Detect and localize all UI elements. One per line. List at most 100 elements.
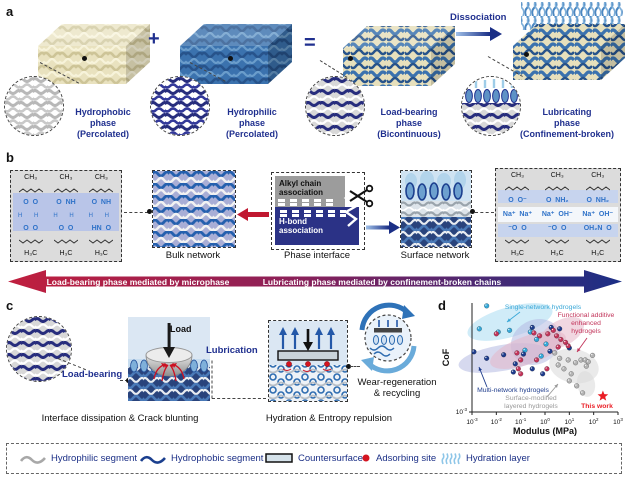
surface-network-label: Surface network bbox=[400, 250, 470, 261]
wear-regeneration-caption: Wear-regeneration & recycling bbox=[357, 377, 437, 399]
ion-band bbox=[498, 207, 618, 222]
phase-interface-label: Phase interface bbox=[283, 250, 350, 261]
load-bearing-mechanism-text: Load-bearing phase mediated by microphas… bbox=[46, 277, 230, 297]
hbond-band bbox=[13, 193, 119, 231]
svg-text:10-3: 10-3 bbox=[456, 407, 468, 416]
interface-dashes bbox=[280, 210, 346, 213]
backbone-zigzag-icon bbox=[585, 186, 610, 191]
hydration-scene-box bbox=[268, 320, 348, 402]
chem-group: O NH bbox=[56, 198, 76, 206]
lubricating-caption: Lubricating phase (Confinement-broken) bbox=[520, 107, 614, 139]
load-bearing-block-3d bbox=[343, 26, 455, 86]
chem-column: CH₃ O O H H O O H₃C bbox=[18, 174, 43, 258]
chem-group: ⁻O O bbox=[508, 225, 527, 233]
legend-item-hydrophilic-segment: Hydrophilic segment bbox=[20, 444, 137, 472]
panel-c-label: c bbox=[6, 298, 14, 313]
chem-column: CH₃ O O⁻ Na⁺ Na⁺ ⁻O O H₃C bbox=[503, 172, 532, 258]
crack-zigzag bbox=[343, 191, 361, 227]
ion-pair: Na⁺ OH⁻ bbox=[541, 211, 573, 219]
equals-operator: = bbox=[304, 32, 316, 54]
backbone-zigzag-icon bbox=[505, 239, 530, 244]
legend-label: Hydrophobic segment bbox=[171, 452, 264, 464]
hydrophobic-segment-icon bbox=[140, 455, 166, 464]
leader-line bbox=[120, 380, 128, 381]
chem-group: O O bbox=[23, 198, 39, 206]
backbone-zigzag-icon bbox=[89, 188, 114, 193]
leader-line bbox=[211, 360, 213, 399]
svg-text:Functional additive: Functional additive bbox=[558, 312, 615, 319]
hydrophobic-block-3d bbox=[38, 24, 150, 84]
panel-b-label: b bbox=[6, 150, 14, 165]
hydrophilic-block-3d bbox=[180, 24, 292, 84]
legend-item-hydrophobic-segment: Hydrophobic segment bbox=[140, 444, 263, 472]
load-bearing-inset-circle bbox=[305, 76, 365, 136]
leader-line bbox=[212, 398, 266, 399]
bulk-network-label: Bulk network bbox=[165, 250, 221, 261]
panel-a-label: a bbox=[6, 4, 14, 19]
chem-group: O NH₂ bbox=[545, 197, 569, 205]
chem-group: H₃C bbox=[94, 250, 108, 258]
adsorbing-site-icon bbox=[362, 454, 370, 462]
leader-dot bbox=[346, 364, 351, 369]
leader-dot bbox=[524, 52, 529, 57]
scissors-icon bbox=[349, 184, 374, 208]
chem-column: CH₃ O NH₂ Na⁺ OH⁻ ⁻O O H₃C bbox=[542, 172, 573, 258]
svg-text:Multi-network hydrogels: Multi-network hydrogels bbox=[477, 387, 549, 394]
hydration-caption: Hydration & Entropy repulsion bbox=[265, 413, 393, 424]
hydrophilic-segment-icon bbox=[20, 455, 46, 464]
lubricating-block-3d bbox=[513, 2, 625, 80]
svg-text:layered hydrogels: layered hydrogels bbox=[504, 403, 558, 410]
svg-text:100: 100 bbox=[540, 417, 550, 426]
chem-group: HN O bbox=[91, 225, 112, 233]
chem-group: H H bbox=[17, 212, 44, 219]
backbone-zigzag-icon bbox=[505, 186, 530, 191]
leader-line bbox=[475, 212, 494, 213]
svg-text:enhanced: enhanced bbox=[571, 320, 601, 327]
hydrophobic-caption: Hydrophobic phase (Percolated) bbox=[75, 107, 131, 139]
interface-dashes bbox=[280, 214, 346, 217]
leader-dot bbox=[470, 209, 475, 214]
legend-label: Countersurface bbox=[298, 452, 363, 464]
chem-group: CH₃ bbox=[59, 174, 73, 181]
charged-band bbox=[498, 224, 618, 237]
chem-column: CH₃ O NH H H O O H₃C bbox=[53, 174, 78, 258]
backbone-zigzag-icon bbox=[18, 239, 43, 244]
chem-group: O O⁻ bbox=[508, 197, 527, 205]
svg-text:103: 103 bbox=[613, 417, 623, 426]
backbone-zigzag-icon bbox=[89, 239, 114, 244]
cof-modulus-chart-svg: 10-310-210-110010110210310-110-210-3Modu… bbox=[441, 303, 623, 456]
alkyl-association-block: Alkyl chain association bbox=[275, 176, 345, 207]
legend-label: Adsorbing site bbox=[376, 452, 437, 464]
svg-text:CoF: CoF bbox=[441, 348, 451, 366]
countersurface-icon bbox=[265, 453, 293, 463]
chem-group: CH₃ bbox=[550, 172, 564, 179]
legend-item-adsorbing-site: Adsorbing site bbox=[361, 444, 436, 472]
load-bearing-inset-circle-c bbox=[6, 316, 72, 382]
lubrication-label: Lubrication bbox=[206, 345, 258, 356]
svg-text:101: 101 bbox=[564, 417, 574, 426]
chem-group: O O bbox=[58, 225, 74, 233]
dissociation-arrow bbox=[456, 27, 502, 41]
svg-text:This work: This work bbox=[581, 403, 613, 410]
chem-group: CH₃ bbox=[94, 174, 108, 181]
backbone-zigzag-icon bbox=[53, 239, 78, 244]
backbone-zigzag-icon bbox=[53, 188, 78, 193]
load-bearing-caption: Load-bearing phase (Bicontinuous) bbox=[377, 107, 441, 139]
panel-d-label: d bbox=[438, 298, 446, 313]
chem-group: H H bbox=[53, 212, 79, 219]
lubricating-mechanism-text: Lubricating phase mediated by confinemen… bbox=[262, 277, 502, 287]
cof-modulus-chart: 10-310-210-110010110210310-110-210-3Modu… bbox=[440, 296, 630, 456]
chem-group: H₃C bbox=[550, 250, 564, 258]
hydration-layer-icon bbox=[441, 452, 461, 464]
hydrophilic-caption: Hydrophilic phase (Percolated) bbox=[225, 107, 278, 139]
surface-chemistry-box: CH₃ O O⁻ Na⁺ Na⁺ ⁻O O H₃C CH₃ O NH₂ Na⁺ … bbox=[495, 168, 621, 262]
leader-dot bbox=[348, 56, 353, 61]
backbone-zigzag-icon bbox=[585, 239, 610, 244]
chem-group: CH₃ bbox=[24, 174, 38, 181]
hydrophobic-inset-circle bbox=[4, 76, 64, 136]
backbone-zigzag-icon bbox=[18, 188, 43, 193]
recycling-icon bbox=[359, 302, 417, 374]
chem-group: H₃C bbox=[59, 250, 73, 258]
svg-text:102: 102 bbox=[589, 417, 599, 426]
